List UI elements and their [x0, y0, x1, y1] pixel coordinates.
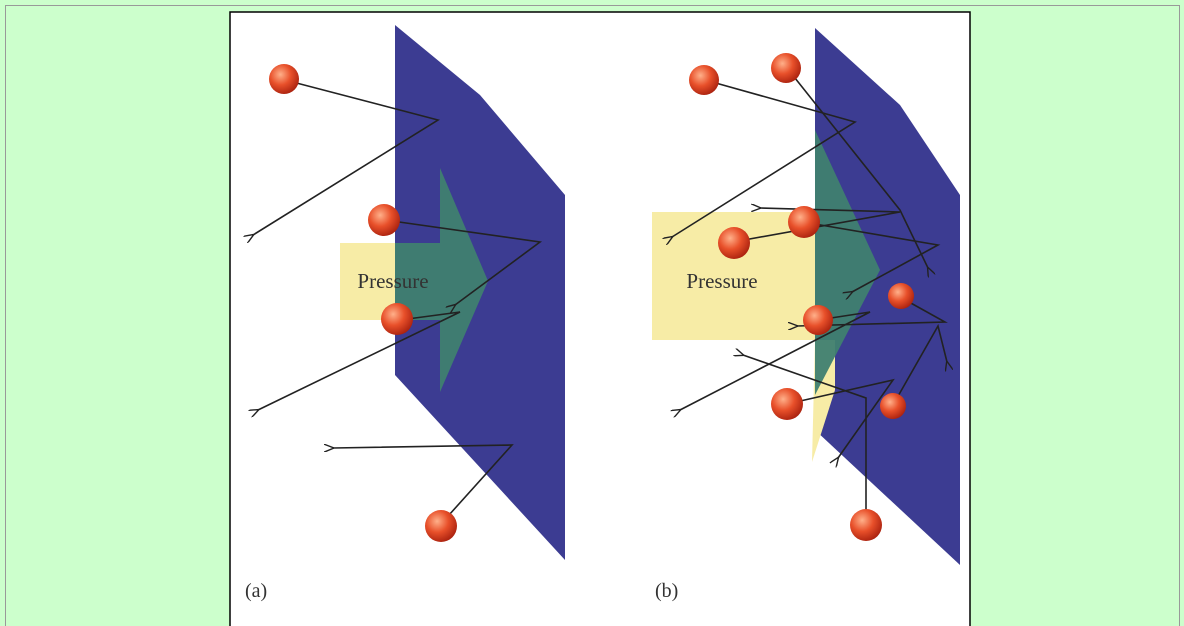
molecule [269, 64, 299, 94]
pressure-label: Pressure [686, 269, 757, 293]
molecule [888, 283, 914, 309]
molecule [880, 393, 906, 419]
molecule [425, 510, 457, 542]
page: Pressure (a) Pressure (b) [0, 0, 1184, 626]
molecule [803, 305, 833, 335]
molecule [368, 204, 400, 236]
molecule [771, 388, 803, 420]
molecule [771, 53, 801, 83]
molecule [850, 509, 882, 541]
panel-label: (b) [655, 580, 678, 602]
molecule [689, 65, 719, 95]
pressure-label: Pressure [357, 269, 428, 293]
panel-label: (a) [245, 580, 267, 602]
molecule [381, 303, 413, 335]
page-canvas: Pressure (a) Pressure (b) [0, 0, 1184, 626]
molecule [788, 206, 820, 238]
molecule [718, 227, 750, 259]
